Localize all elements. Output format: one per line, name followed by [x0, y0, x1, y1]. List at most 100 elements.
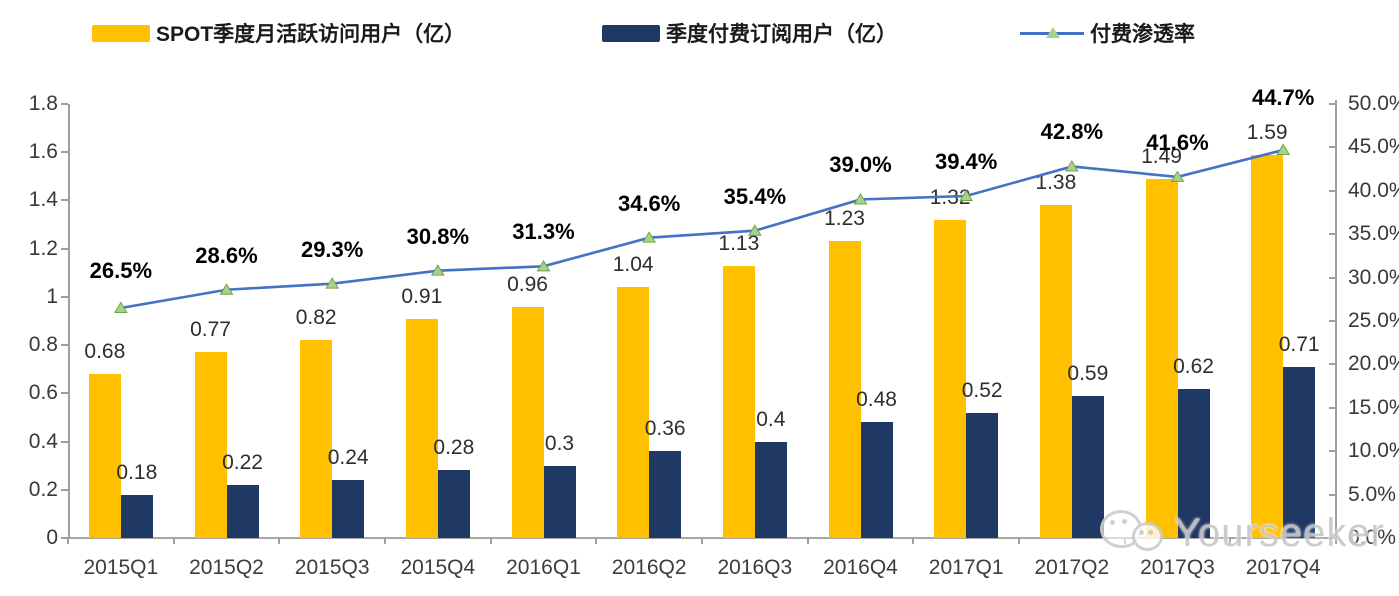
bar-subscribers: [332, 480, 365, 538]
bar-subscribers: [120, 494, 153, 538]
bar-subscribers-label: 0.36: [644, 417, 686, 441]
bar-subscribers-label: 0.48: [856, 388, 897, 412]
x-axis-category-label: 2017Q3: [1140, 556, 1215, 579]
x-axis-category-label: 2015Q4: [400, 556, 476, 579]
y-axis-left-tick: [61, 103, 68, 105]
bar-mau-label: 1.38: [1035, 171, 1077, 195]
y-axis-right-tick-label: 10.0%: [1348, 439, 1399, 463]
x-axis-tick: [278, 538, 281, 544]
y-axis-left-tick-label: 1: [46, 284, 58, 308]
x-axis-category-label: 2016Q1: [506, 556, 581, 579]
bar-subscribers: [1283, 366, 1316, 538]
wechat-bubble-small: [1132, 522, 1163, 551]
bar-subscribers: [437, 470, 470, 538]
subscribers-legend-swatch: [602, 24, 660, 42]
y-axis-left-tick-label: 1.4: [28, 188, 58, 212]
bar-mau: [300, 340, 333, 538]
watermark-text: Yourseeker: [1174, 510, 1385, 555]
y-axis-left-line: [68, 104, 70, 538]
y-axis-right-tick: [1329, 103, 1336, 105]
x-axis-tick: [384, 538, 386, 544]
bar-subscribers-label: 0.59: [1067, 361, 1109, 385]
y-axis-right-tick: [1329, 189, 1336, 192]
y-axis-left-tick: [61, 247, 68, 250]
bar-subscribers-label: 0.18: [116, 460, 158, 484]
line-point-triangle-marker: [325, 277, 340, 289]
bar-mau-label: 0.96: [507, 272, 548, 296]
wechat-eye: [1139, 530, 1144, 535]
bar-subscribers-label: 0.4: [756, 407, 786, 431]
penetration-rate-label: 41.6%: [1146, 129, 1209, 155]
penetration-rate-label: 31.3%: [512, 219, 575, 245]
penetration-rate-label: 34.6%: [617, 190, 681, 216]
bar-mau-label: 1.13: [718, 231, 760, 255]
penetration-rate-label: 29.3%: [300, 236, 364, 262]
y-axis-left-tick: [61, 151, 68, 154]
bar-subscribers: [226, 484, 259, 538]
line-point-triangle-marker: [1064, 160, 1079, 172]
x-axis-category-label: 2015Q2: [189, 556, 264, 579]
penetration-rate-line: [120, 148, 1284, 310]
y-axis-right-tick: [1329, 320, 1336, 322]
x-axis-tick: [172, 538, 175, 544]
bar-mau-label: 0.68: [84, 340, 126, 364]
mau-legend-swatch: [92, 24, 150, 42]
penetration-rate-label: 39.4%: [934, 149, 998, 174]
watermark: Yourseeker: [1100, 506, 1385, 560]
bar-mau-label: 1.04: [612, 253, 654, 277]
y-axis-left-tick: [61, 295, 68, 298]
penetration-rate-label: 39.0%: [829, 152, 892, 178]
x-axis-category-label: 2015Q1: [83, 556, 159, 579]
y-axis-left-tick-label: 1.8: [28, 92, 58, 115]
y-axis-left-tick: [61, 537, 68, 539]
wechat-icon: [1100, 508, 1166, 558]
legend-item-mau: SPOT季度月活跃访问用户（亿）: [92, 20, 465, 46]
y-axis-left-tick: [61, 488, 68, 491]
line-point-triangle-marker: [219, 283, 234, 295]
penetration-legend-marker: [1020, 25, 1084, 41]
bar-subscribers-label: 0.24: [327, 446, 369, 470]
penetration-rate-label: 44.7%: [1251, 85, 1315, 110]
bar-subscribers: [754, 441, 787, 538]
bar-mau: [88, 374, 121, 538]
y-axis-left-tick: [61, 344, 68, 347]
bar-subscribers: [543, 465, 576, 538]
penetration-rate-label: 35.4%: [723, 183, 787, 209]
penetration-legend-label: 付费渗透率: [1090, 23, 1195, 46]
y-axis-right-tick-label: 45.0%: [1348, 135, 1399, 159]
bar-mau: [722, 265, 755, 538]
wechat-eye: [1110, 520, 1115, 525]
bar-subscribers-label: 0.52: [961, 378, 1003, 402]
bar-subscribers: [860, 422, 893, 538]
y-axis-right-tick-label: 5.0%: [1348, 482, 1396, 506]
line-point-triangle-marker: [853, 193, 868, 205]
y-axis-right-tick: [1329, 537, 1336, 539]
y-axis-left-tick-label: 0.8: [28, 333, 58, 357]
y-axis-right-tick-label: 50.0%: [1348, 92, 1399, 115]
bar-mau: [617, 287, 650, 538]
y-axis-right-tick: [1329, 493, 1336, 496]
y-axis-left-tick-label: 1.2: [28, 236, 58, 260]
x-axis-category-label: 2015Q3: [294, 556, 370, 579]
x-axis-tick: [67, 538, 69, 544]
x-axis-category-label: 2016Q2: [611, 556, 687, 579]
penetration-rate-label: 26.5%: [89, 257, 153, 283]
bar-mau-label: 1.59: [1246, 120, 1288, 144]
bar-mau: [194, 352, 227, 538]
bar-mau-label: 0.91: [401, 284, 443, 308]
x-axis-category-label: 2016Q4: [823, 556, 898, 579]
bar-subscribers-label: 0.62: [1173, 354, 1214, 378]
penetration-rate-label: 30.8%: [406, 223, 470, 249]
y-axis-left-tick-label: 0: [46, 526, 58, 549]
x-axis-tick: [701, 538, 703, 544]
bar-mau-label: 1.32: [929, 185, 971, 209]
bar-subscribers: [1071, 395, 1104, 538]
y-axis-right-tick: [1329, 276, 1336, 279]
y-axis-left-tick: [61, 199, 68, 202]
bar-subscribers-label: 0.28: [433, 436, 475, 460]
bar-mau: [511, 306, 544, 538]
triangle-marker-icon: [1046, 27, 1060, 38]
x-axis-tick: [1018, 538, 1020, 544]
line-point-triangle-marker: [536, 259, 551, 272]
